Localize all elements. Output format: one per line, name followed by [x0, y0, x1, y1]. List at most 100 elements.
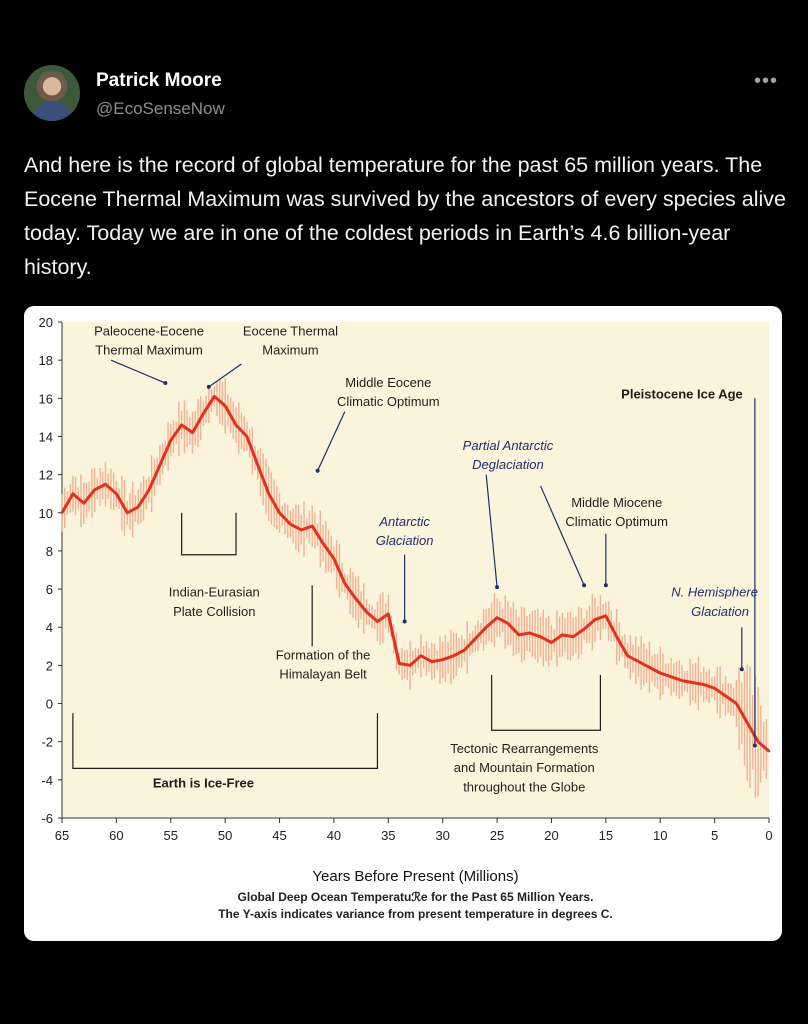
y-tick-label: 10	[39, 506, 53, 521]
chart-annotation: Paleocene-Eocene	[94, 323, 204, 338]
chart-annotation: Glaciation	[691, 604, 749, 619]
data-point	[680, 679, 684, 682]
annotation-arrow	[317, 411, 346, 472]
y-tick-label: 16	[39, 391, 53, 406]
x-tick-label: 20	[544, 828, 558, 843]
arrow-head	[603, 583, 608, 588]
arrow-head	[315, 468, 320, 473]
data-point	[735, 702, 738, 705]
data-point	[223, 404, 227, 408]
y-tick-label: 12	[39, 468, 53, 483]
data-point	[582, 627, 586, 631]
annotation-arrow	[110, 359, 166, 384]
data-point	[604, 614, 608, 617]
y-tick-label: 14	[39, 429, 53, 444]
y-tick-label: 8	[46, 544, 53, 559]
y-tick-label: 4	[46, 620, 53, 635]
data-point	[419, 654, 423, 658]
chart-annotation: Thermal Maximum	[95, 342, 203, 357]
x-tick-label: 55	[164, 828, 178, 843]
chart-annotation: Deglaciation	[472, 457, 544, 472]
chart-annotation: Pleistocene Ice Age	[621, 386, 743, 401]
data-point	[669, 675, 673, 679]
avatar-shirt	[32, 101, 72, 121]
data-point	[267, 492, 270, 495]
author-name[interactable]: Patrick Moore	[96, 70, 222, 91]
data-point	[408, 664, 412, 667]
x-axis-label: Years Before Present (Millions)	[312, 868, 518, 885]
data-point	[397, 662, 401, 665]
y-tick-label: -6	[41, 811, 53, 826]
arrow-head	[206, 384, 211, 389]
tweet-text: And here is the record of global tempera…	[24, 153, 786, 279]
data-point	[147, 488, 151, 492]
author-avatar[interactable]	[24, 65, 80, 121]
data-point	[474, 637, 477, 640]
chart-annotation: Climatic Optimum	[565, 514, 668, 529]
data-point	[561, 633, 564, 637]
more-horizontal-icon[interactable]: •••	[754, 70, 779, 92]
y-tick-label: -2	[41, 735, 53, 750]
data-point	[245, 435, 249, 438]
data-point	[332, 557, 336, 560]
data-point	[158, 463, 162, 467]
data-point	[659, 671, 662, 675]
data-point	[506, 622, 510, 625]
data-point	[485, 626, 488, 629]
data-point	[495, 616, 499, 619]
data-point	[256, 463, 259, 467]
data-point	[104, 482, 107, 486]
data-point	[376, 620, 379, 623]
arrow-head	[752, 743, 757, 748]
chart-annotation: Glaciation	[376, 533, 434, 548]
data-point	[430, 660, 434, 663]
data-point	[213, 395, 216, 398]
chart-annotation: throughout the Globe	[463, 779, 585, 794]
chart-annotation: Climatic Optimum	[337, 394, 440, 409]
x-tick-label: 45	[272, 828, 286, 843]
chart-annotation: Antarctic	[378, 514, 430, 529]
data-point	[169, 439, 172, 442]
x-tick-label: 40	[327, 828, 341, 843]
chart-annotation: Himalayan Belt	[279, 667, 367, 682]
y-tick-label: 2	[46, 658, 53, 673]
data-point	[441, 658, 444, 661]
x-tick-label: 5	[711, 828, 718, 843]
y-tick-label: 20	[39, 315, 53, 330]
data-point	[278, 511, 281, 514]
chart-annotation: Middle Eocene	[345, 375, 431, 390]
data-point	[126, 511, 129, 514]
chart-annotation: Eocene Thermal	[243, 323, 338, 338]
annotation-bracket	[72, 713, 379, 769]
data-point	[648, 666, 651, 669]
x-tick-label: 0	[765, 828, 772, 843]
arrow-head	[582, 583, 587, 588]
chart-annotation: Indian-Eurasian	[169, 585, 260, 600]
data-point	[234, 423, 238, 427]
data-point	[60, 511, 64, 514]
x-tick-label: 30	[435, 828, 449, 843]
data-point	[713, 687, 716, 690]
data-point	[387, 612, 390, 616]
data-point	[626, 654, 629, 658]
data-point	[82, 502, 85, 505]
chart-annotation: Plate Collision	[173, 604, 255, 619]
annotation-arrow	[208, 363, 242, 388]
data-point	[539, 635, 542, 638]
data-point	[463, 648, 466, 652]
chart-annotation: N. Hemisphere	[671, 585, 758, 600]
data-point	[180, 423, 183, 427]
data-point	[746, 721, 749, 724]
data-point	[300, 528, 303, 532]
data-point	[528, 631, 531, 635]
data-point	[71, 492, 75, 495]
chart-caption-line2: The Y-axis indicates variance from prese…	[218, 907, 613, 921]
arrow-head	[495, 585, 500, 590]
data-point	[321, 542, 325, 545]
temperature-series-line	[60, 394, 770, 753]
annotation-arrow	[485, 474, 498, 588]
data-point	[310, 524, 314, 528]
attached-chart-image[interactable]: 20 18 16 14 12 10 8 6 4 2 0 -2 -4 -6 65 60 55 50 45 40 35 30 2…	[24, 306, 782, 941]
arrow-head	[739, 667, 744, 672]
author-handle[interactable]: @EcoSenseNow	[96, 99, 225, 118]
